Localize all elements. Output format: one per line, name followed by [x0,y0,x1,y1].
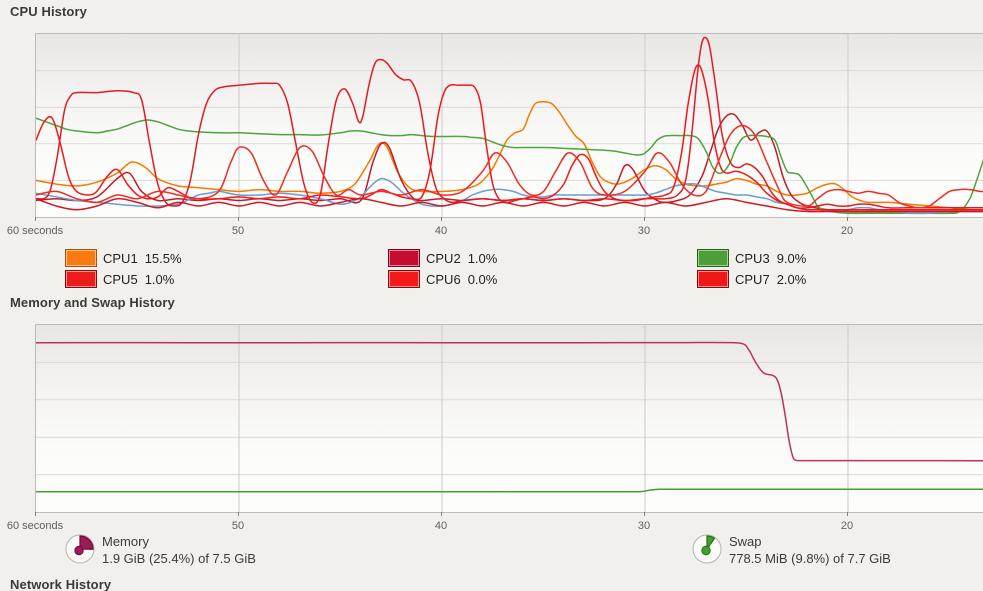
memory-pie-icon [65,534,95,564]
axis-label: 40 [434,225,448,237]
swap-legend-item: Swap 778.5 MiB (9.8%) of 7.7 GiB [691,533,891,567]
cpu-history-title: CPU History [10,4,87,19]
cpu-name: CPU1 [103,250,138,266]
axis-tick [237,217,239,221]
cpu-legend-item-cpu1: CPU1 15.5% [65,248,182,268]
cpu-legend-item-cpu7: CPU7 2.0% [697,269,806,289]
cpu-usage-value: 0.0% [467,271,498,287]
axis-tick [643,512,645,516]
axis-label: 60 seconds [6,520,64,532]
cpu-name: CPU2 [426,250,461,266]
axis-label: 20 [840,225,854,237]
cpu-color-swatch [697,249,729,267]
cpu-chart-canvas [36,34,983,217]
series-cpu2 [36,113,983,213]
cpu-color-swatch [65,249,97,267]
axis-tick [237,512,239,516]
series-swap [36,488,983,493]
cpu-name: CPU6 [426,271,461,287]
memory-usage-value: 1.9 GiB (25.4%) of 7.5 GiB [102,551,256,566]
axis-label: 60 seconds [6,225,64,237]
cpu-legend-item-cpu5: CPU5 1.0% [65,269,174,289]
series-memory [36,341,983,462]
cpu-color-swatch [388,249,420,267]
memory-swap-history-chart [35,324,983,513]
memory-legend-item: Memory 1.9 GiB (25.4%) of 7.5 GiB [64,533,256,567]
cpu-usage-value: 15.5% [144,250,182,266]
cpu-name: CPU5 [103,271,138,287]
axis-label: 20 [840,520,854,532]
cpu-history-chart [35,33,983,218]
series-cpu7 [36,124,983,209]
cpu-usage-value: 1.0% [467,250,498,266]
series-cpu3 [36,117,983,215]
series-cpu4 [36,177,983,215]
cpu-usage-value: 1.0% [144,271,175,287]
axis-label: 30 [637,225,651,237]
memory-label: Memory [102,534,149,549]
cpu-usage-value: 2.0% [776,271,807,287]
axis-tick [35,512,36,516]
axis-label: 30 [637,520,651,532]
cpu-legend-item-cpu2: CPU2 1.0% [388,248,497,268]
axis-tick [440,512,442,516]
axis-tick [35,217,36,221]
axis-label: 50 [231,225,245,237]
cpu-legend-item-cpu6: CPU6 0.0% [388,269,497,289]
cpu-color-swatch [388,270,420,288]
cpu-color-swatch [697,270,729,288]
network-history-title: Network History [10,577,112,591]
cpu-name: CPU7 [735,271,770,287]
series-cpu6 [36,64,983,211]
cpu-name: CPU3 [735,250,770,266]
memory-swap-history-title: Memory and Swap History [10,295,175,310]
swap-pie-icon [692,534,722,564]
cpu-color-swatch [65,270,97,288]
series-cpu8 [36,197,983,213]
cpu-usage-value: 9.0% [776,250,807,266]
axis-label: 40 [434,520,448,532]
axis-tick [440,217,442,221]
cpu-legend-item-cpu3: CPU3 9.0% [697,248,806,268]
swap-label: Swap [729,534,762,549]
axis-label: 50 [231,520,245,532]
axis-tick [846,512,848,516]
axis-tick [643,217,645,221]
mem-chart-canvas [36,325,983,512]
axis-tick [846,217,848,221]
swap-usage-value: 778.5 MiB (9.8%) of 7.7 GiB [729,551,891,566]
